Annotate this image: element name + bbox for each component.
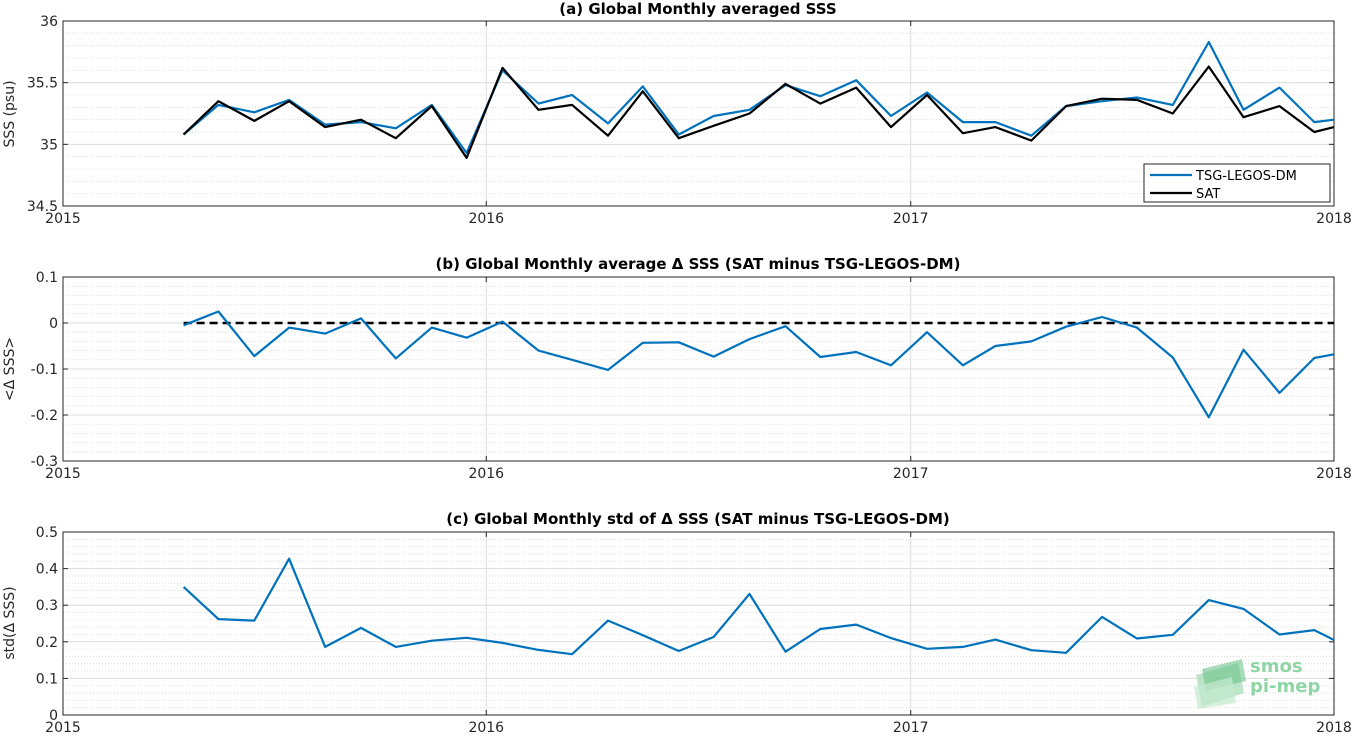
- y-tick-label: 34.5: [27, 199, 58, 215]
- y-axis-label: SSS (psu): [2, 80, 18, 147]
- y-tick-label: 35.5: [27, 76, 58, 92]
- x-tick-label: 2015: [45, 211, 81, 227]
- logo-text-pimep: pi-mep: [1250, 676, 1321, 697]
- y-tick-label: -0.2: [31, 408, 58, 424]
- smos-pimep-logo-icon: [1194, 659, 1246, 709]
- series-line-sat: [182, 65, 1335, 159]
- plot-area: [63, 532, 1334, 715]
- chart-title: (b) Global Monthly average Δ SSS (SAT mi…: [436, 255, 961, 273]
- series-line-0: [183, 310, 1335, 419]
- y-tick-label: 0: [49, 316, 58, 332]
- y-tick-label: 36: [40, 14, 58, 30]
- legend-box: [1143, 163, 1331, 203]
- x-tick-label: 2016: [468, 211, 504, 227]
- plot-area: [63, 21, 1334, 206]
- chart-title: (c) Global Monthly std of Δ SSS (SAT min…: [446, 510, 949, 528]
- x-tick-label: 2017: [893, 466, 929, 482]
- x-tick-label: 2015: [45, 466, 81, 482]
- y-tick-label: 0.1: [36, 671, 58, 687]
- panel-b-monthly-average-delta-sss: (b) Global Monthly average Δ SSS (SAT mi…: [2, 255, 1352, 482]
- y-axis-label: <Δ SSS>: [2, 337, 18, 401]
- y-tick-label: 0.3: [36, 598, 58, 614]
- x-tick-label: 2017: [893, 720, 929, 736]
- series-line-0: [182, 557, 1335, 656]
- legend: TSG-LEGOS-DM SAT: [1143, 163, 1331, 203]
- axes-frame: [62, 531, 1335, 716]
- y-tick-label: -0.3: [31, 454, 58, 470]
- panel-c-monthly-std-delta-sss: (c) Global Monthly std of Δ SSS (SAT min…: [2, 510, 1352, 736]
- y-tick-label: 35: [40, 137, 58, 153]
- x-tick-label: 2017: [893, 211, 929, 227]
- y-axis-label: std(Δ SSS): [2, 586, 18, 659]
- y-tick-label: 0.1: [36, 270, 58, 286]
- logo-text-smos: smos: [1250, 656, 1303, 677]
- x-tick-label: 2018: [1316, 466, 1352, 482]
- y-tick-label: 0: [49, 708, 58, 724]
- axes-frame: [62, 20, 1335, 207]
- x-tick-label: 2015: [45, 720, 81, 736]
- y-tick-label: 0.5: [36, 525, 58, 541]
- x-tick-label: 2016: [468, 720, 504, 736]
- y-tick-label: 0.4: [36, 562, 58, 578]
- panel-a-global-monthly-averaged-sss: (a) Global Monthly averaged SSS SSS (psu…: [2, 0, 1352, 227]
- legend-label: TSG-LEGOS-DM: [1195, 169, 1297, 184]
- smos-pimep-logo: smos pi-mep: [1192, 655, 1342, 711]
- x-tick-label: 2018: [1316, 211, 1352, 227]
- y-tick-label: 0.2: [36, 635, 58, 651]
- legend-label: SAT: [1196, 187, 1220, 202]
- y-tick-label: -0.1: [31, 362, 58, 378]
- chart-title: (a) Global Monthly averaged SSS: [559, 0, 836, 18]
- x-tick-label: 2018: [1316, 720, 1352, 736]
- x-tick-label: 2016: [468, 466, 504, 482]
